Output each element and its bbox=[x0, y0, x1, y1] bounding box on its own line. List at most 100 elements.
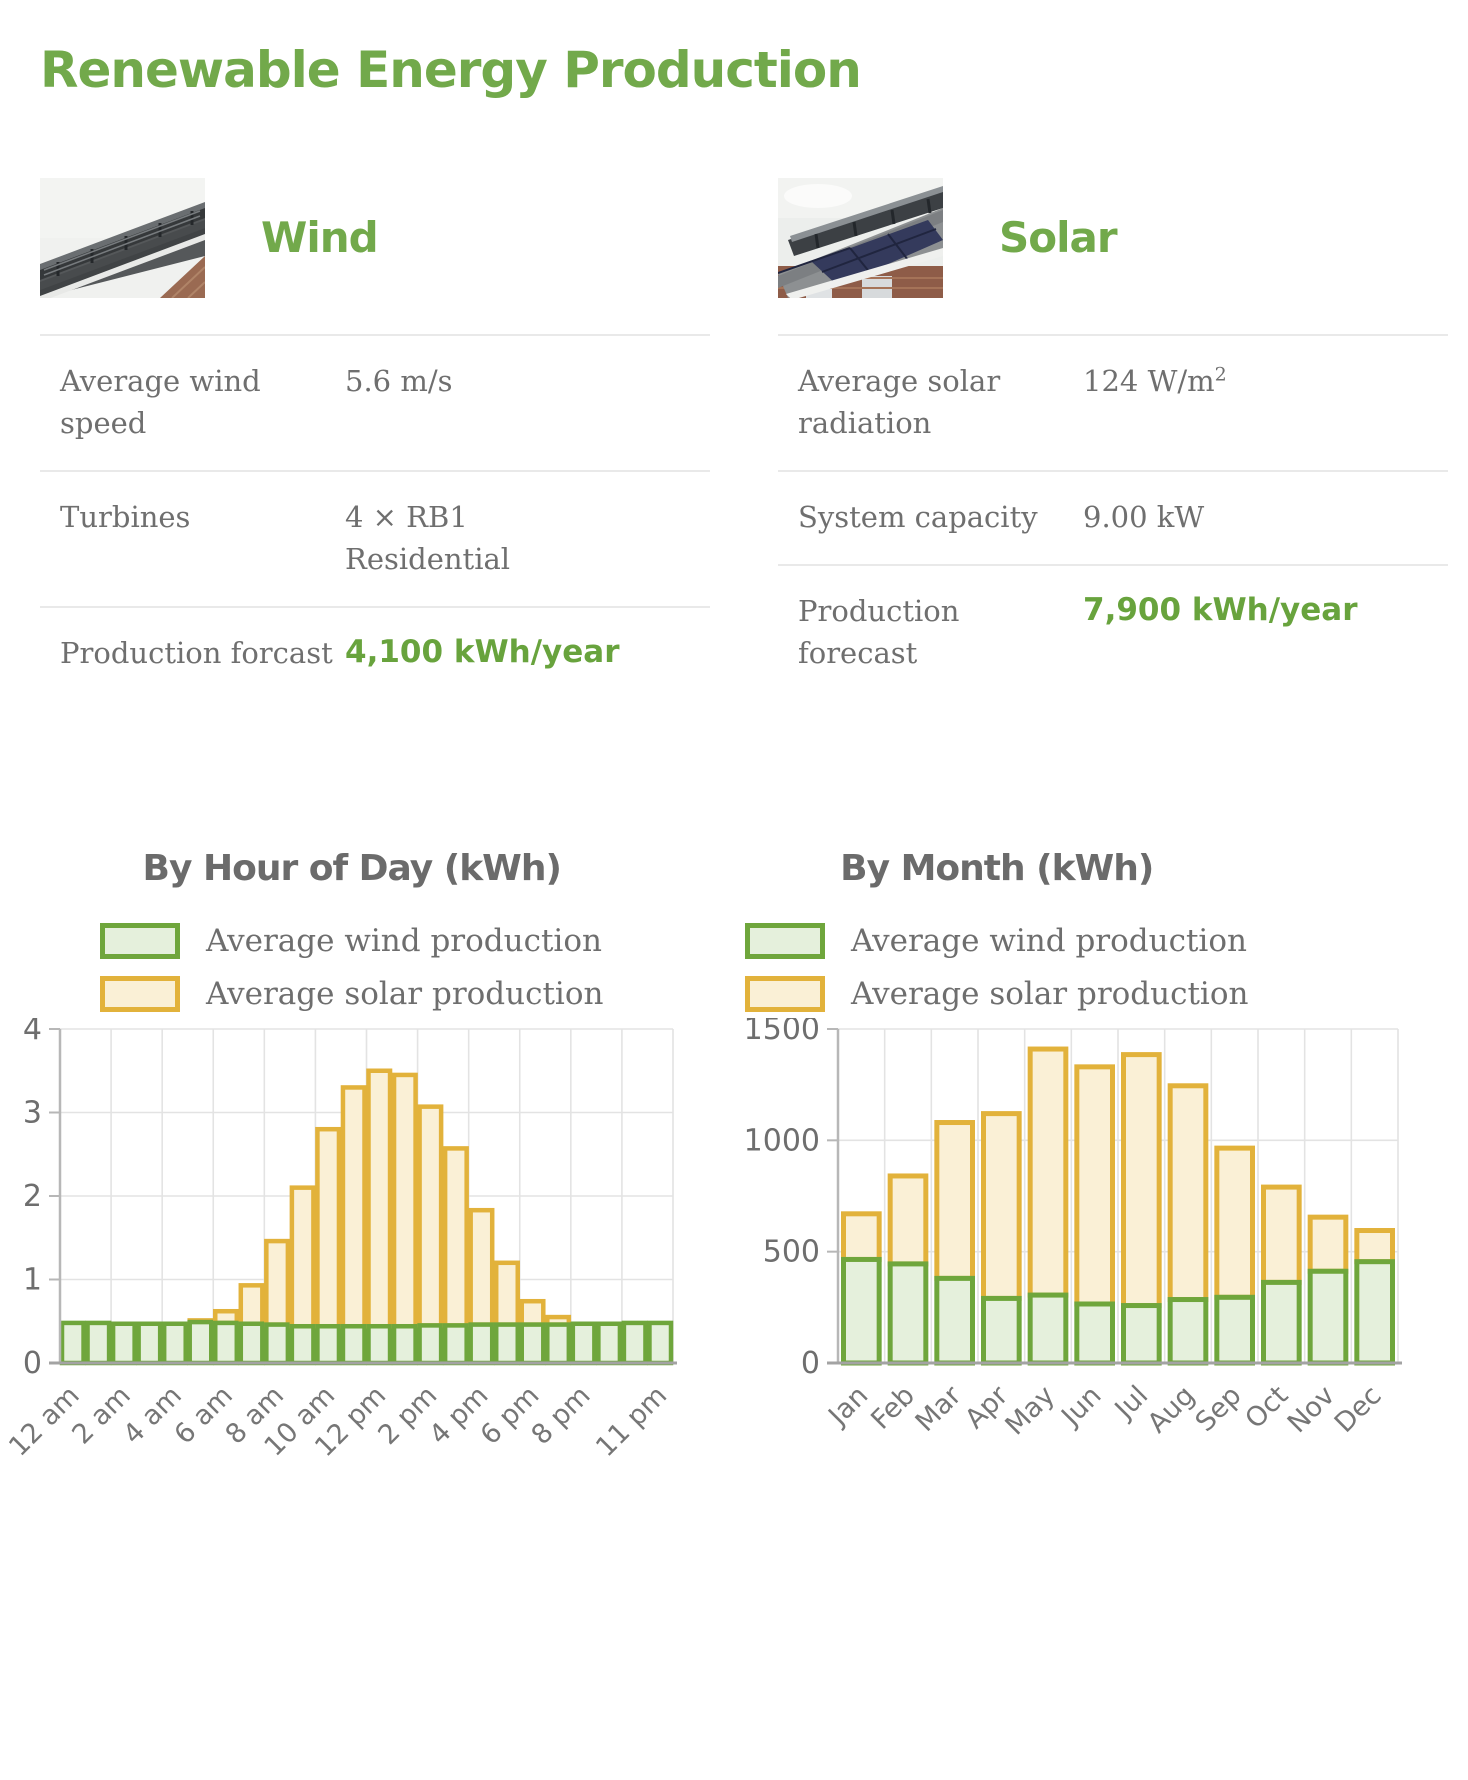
legend-item-wind[interactable]: Average wind production bbox=[100, 922, 603, 959]
bar-solar-10 am[interactable] bbox=[315, 1126, 342, 1329]
x-tick-label: 6 am bbox=[169, 1380, 239, 1450]
bar-wind-3 am[interactable] bbox=[136, 1321, 163, 1365]
stat-value: 5.6 m/s bbox=[345, 363, 453, 398]
bar-wind-11 pm[interactable] bbox=[647, 1320, 674, 1365]
wind-card-title: Wind bbox=[261, 213, 379, 262]
y-tick-label: 1000 bbox=[744, 1123, 820, 1158]
bar-solar-8 am[interactable] bbox=[264, 1238, 291, 1327]
hourly-chart-legend: Average wind production Average solar pro… bbox=[100, 922, 604, 1012]
bar-solar-Sep[interactable] bbox=[1214, 1145, 1255, 1300]
bar-wind-9 pm[interactable] bbox=[596, 1321, 623, 1365]
solar-card: Solar Average solar radiation 124 W/m2 Sys… bbox=[778, 177, 1448, 700]
stat-value: 4 × RB1 Residential bbox=[345, 499, 511, 576]
legend-item-solar[interactable]: Average solar production bbox=[745, 975, 1248, 1012]
solar-card-title: Solar bbox=[999, 213, 1118, 262]
bar-wind-4 pm[interactable] bbox=[468, 1322, 495, 1365]
bar-wind-Feb[interactable] bbox=[887, 1261, 929, 1366]
bar-solar-Jan[interactable] bbox=[841, 1211, 882, 1262]
bar-solar-Nov[interactable] bbox=[1307, 1214, 1349, 1274]
legend-item-wind[interactable]: Average wind production bbox=[745, 922, 1248, 959]
y-tick-label: 0 bbox=[801, 1346, 820, 1381]
bar-solar-2 pm[interactable] bbox=[417, 1104, 444, 1328]
bar-wind-5 pm[interactable] bbox=[493, 1322, 521, 1365]
bar-solar-Jun[interactable] bbox=[1074, 1064, 1116, 1307]
bar-wind-9 am[interactable] bbox=[289, 1323, 316, 1365]
bar-wind-1 pm[interactable] bbox=[391, 1323, 418, 1365]
hourly-chart-plot: 0 1 2 3 4 12 am 2 am 4 am 6 am 8 am 10 am 12 pm 2 pm… bbox=[0, 1018, 700, 1503]
bar-wind-2 pm[interactable] bbox=[417, 1322, 444, 1365]
bar-wind-12 pm[interactable] bbox=[366, 1323, 393, 1365]
bar-solar-Apr[interactable] bbox=[981, 1110, 1022, 1301]
solar-swatch-icon bbox=[745, 975, 825, 1012]
bar-solar-Dec[interactable] bbox=[1354, 1227, 1395, 1264]
x-tick-label: 8 pm bbox=[526, 1380, 597, 1451]
monthly-chart-title: By Month (kWh) bbox=[840, 847, 1154, 889]
x-tick-label: Jan bbox=[822, 1380, 875, 1433]
bar-wind-7 am[interactable] bbox=[238, 1321, 265, 1365]
monthly-chart-section: By Month (kWh) Average wind production Av… bbox=[700, 848, 1428, 1503]
solar-photo-illustration bbox=[778, 177, 943, 298]
bar-wind-3 pm[interactable] bbox=[442, 1322, 469, 1365]
bars bbox=[59, 1068, 674, 1365]
bar-wind-4 am[interactable] bbox=[161, 1321, 188, 1365]
stat-row: Production forcast 4,100 kWh/year bbox=[40, 605, 710, 700]
bar-wind-Oct[interactable] bbox=[1261, 1279, 1302, 1366]
bar-wind-6 pm[interactable] bbox=[519, 1322, 546, 1365]
bar-solar-6 pm[interactable] bbox=[519, 1298, 546, 1327]
bar-solar-Mar[interactable] bbox=[934, 1119, 975, 1281]
bar-wind-Jul[interactable] bbox=[1121, 1302, 1162, 1366]
x-tick-label: Feb bbox=[865, 1380, 921, 1436]
bar-wind-10 pm[interactable] bbox=[621, 1320, 648, 1365]
bar-wind-Mar[interactable] bbox=[934, 1275, 975, 1366]
bar-solar-4 pm[interactable] bbox=[468, 1207, 495, 1327]
stat-label: System capacity bbox=[798, 499, 1038, 534]
bar-wind-Jan[interactable] bbox=[841, 1256, 882, 1366]
bar-solar-5 pm[interactable] bbox=[493, 1260, 521, 1327]
bar-solar-1 pm[interactable] bbox=[391, 1072, 418, 1329]
bar-wind-12 am[interactable] bbox=[59, 1320, 86, 1365]
y-tick-label: 2 bbox=[23, 1179, 42, 1214]
bar-solar-Jul[interactable] bbox=[1121, 1051, 1162, 1308]
stat-row: Average wind speed 5.6 m/s bbox=[40, 333, 710, 470]
bar-solar-May[interactable] bbox=[1027, 1046, 1069, 1298]
bar-solar-12 pm[interactable] bbox=[366, 1068, 393, 1329]
legend-label: Average solar production bbox=[206, 975, 604, 1012]
y-tick-label: 0 bbox=[23, 1346, 42, 1381]
stat-label: Average solar radiation bbox=[798, 363, 1001, 440]
bar-wind-8 pm[interactable] bbox=[570, 1321, 597, 1365]
legend-item-solar[interactable]: Average solar production bbox=[100, 975, 604, 1012]
bar-solar-Oct[interactable] bbox=[1261, 1184, 1302, 1285]
bar-solar-9 am[interactable] bbox=[289, 1185, 316, 1329]
bar-solar-3 pm[interactable] bbox=[442, 1145, 469, 1328]
stat-value-superscript: 2 bbox=[1214, 362, 1227, 385]
y-tick-label: 1500 bbox=[744, 1018, 820, 1047]
bar-wind-Nov[interactable] bbox=[1307, 1268, 1349, 1366]
x-tick-label: Jun bbox=[1054, 1380, 1107, 1433]
bar-solar-11 am[interactable] bbox=[340, 1084, 367, 1329]
wind-roof-turbines-photo bbox=[40, 177, 205, 298]
bar-wind-11 am[interactable] bbox=[340, 1323, 367, 1365]
bar-wind-Dec[interactable] bbox=[1354, 1258, 1395, 1366]
production-charts: By Hour of Day (kWh) Average wind produc… bbox=[0, 848, 1428, 1503]
bar-wind-8 am[interactable] bbox=[264, 1322, 291, 1365]
summary-cards: Wind Average wind speed 5.6 m/s Turbines 4 … bbox=[40, 177, 1448, 700]
bar-wind-Jun[interactable] bbox=[1074, 1301, 1116, 1366]
bar-wind-May[interactable] bbox=[1027, 1292, 1069, 1366]
bar-wind-2 am[interactable] bbox=[110, 1321, 137, 1365]
bar-solar-7 am[interactable] bbox=[238, 1282, 265, 1326]
bar-wind-1 am[interactable] bbox=[85, 1320, 112, 1365]
bar-wind-Apr[interactable] bbox=[981, 1295, 1022, 1366]
stat-row: Turbines 4 × RB1 Residential bbox=[40, 469, 710, 606]
bar-solar-Feb[interactable] bbox=[887, 1173, 929, 1267]
bar-solar-Aug[interactable] bbox=[1167, 1083, 1209, 1302]
page-title: Renewable Energy Production bbox=[40, 41, 862, 99]
bar-wind-Aug[interactable] bbox=[1167, 1296, 1209, 1366]
x-tick-label: 2 pm bbox=[372, 1380, 443, 1451]
x-tick-label: Nov bbox=[1282, 1380, 1341, 1439]
bar-wind-Sep[interactable] bbox=[1214, 1294, 1255, 1366]
bar-wind-10 am[interactable] bbox=[315, 1323, 342, 1365]
bar-wind-6 am[interactable] bbox=[213, 1320, 240, 1365]
bar-wind-7 pm[interactable] bbox=[545, 1322, 572, 1365]
bar-wind-5 am[interactable] bbox=[187, 1319, 214, 1365]
